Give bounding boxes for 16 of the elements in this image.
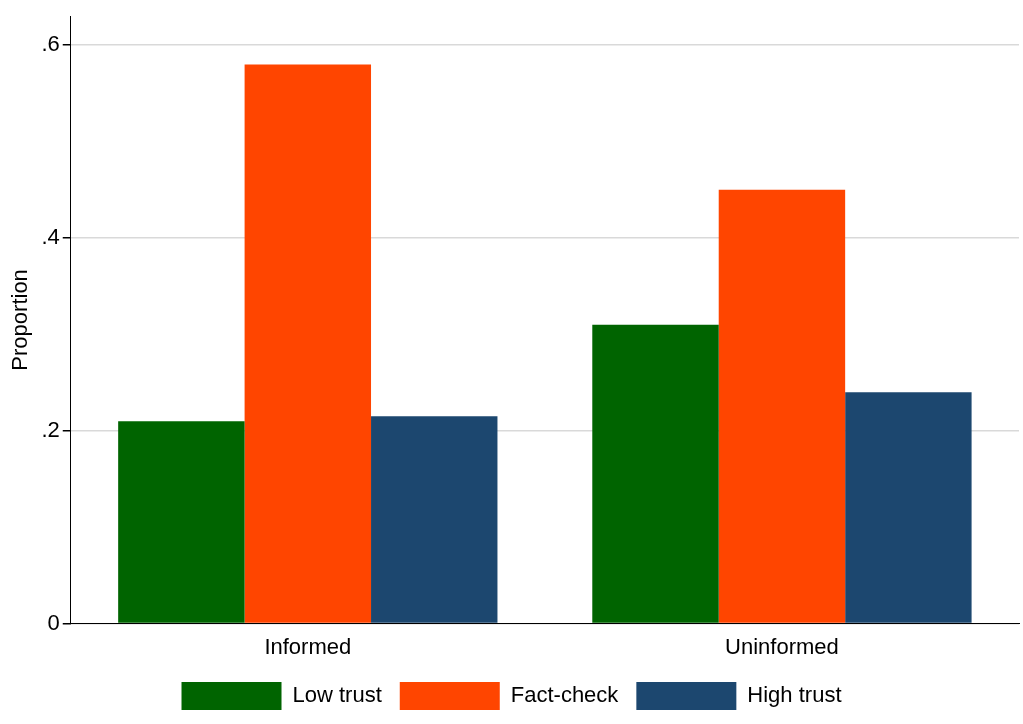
x-tick-label: Uninformed <box>725 633 839 659</box>
bar <box>845 392 972 623</box>
y-axis-title: Proportion <box>7 269 33 371</box>
y-tick-label: .6 <box>41 31 60 57</box>
y-tick-label: .4 <box>41 224 60 250</box>
bar <box>718 189 846 623</box>
legend-label: Fact-check <box>510 682 620 708</box>
x-tick-label: Informed <box>264 633 352 659</box>
legend-label: Low trust <box>292 682 382 708</box>
bar <box>371 416 498 623</box>
bar <box>118 421 245 623</box>
bar <box>244 64 372 623</box>
y-tick-label: 0 <box>47 609 60 635</box>
legend-label: High trust <box>747 682 842 708</box>
bar <box>592 324 719 623</box>
y-tick-label: .2 <box>41 416 60 442</box>
